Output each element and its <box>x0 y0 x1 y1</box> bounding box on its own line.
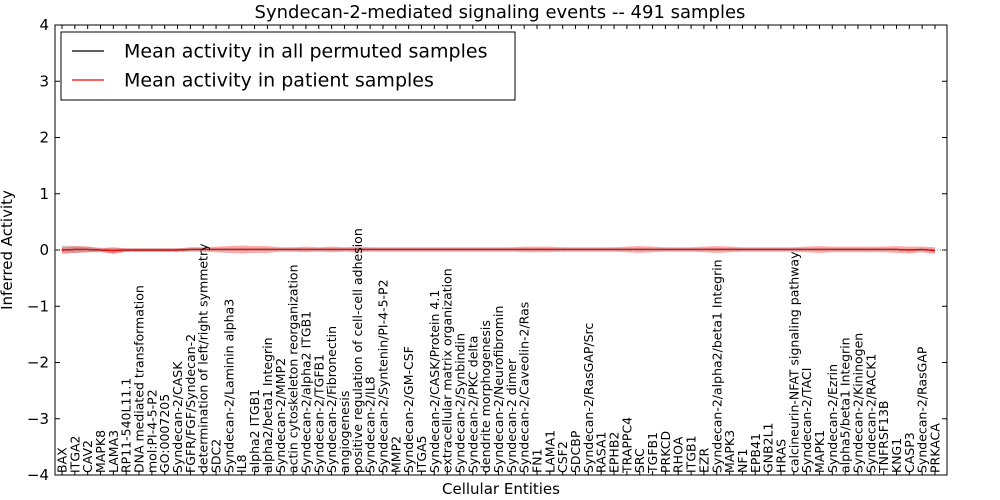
y-tick-label: −1 <box>27 297 49 315</box>
x-tick-label: MAPK3 <box>722 430 737 473</box>
x-tick-label: RASA1 <box>594 432 609 473</box>
x-tick-label: Syndecan-2/alpha2 ITGB1 <box>298 311 313 473</box>
x-tick-label: PRKCD <box>658 431 673 473</box>
x-tick-label: TRAPPC4 <box>619 417 634 474</box>
y-tick-label: −3 <box>27 410 49 428</box>
chart-title: Syndecan-2-mediated signaling events -- … <box>255 2 746 23</box>
x-tick-label: determination of left/right symmetry <box>196 243 211 473</box>
x-tick-label: SRC <box>632 448 647 473</box>
series-lines <box>61 248 936 252</box>
x-tick-label: CSF2 <box>555 441 570 473</box>
x-axis-label: Cellular Entities <box>442 480 560 498</box>
x-tick-label: TNFRSF13B <box>876 401 891 474</box>
x-tick-label: Syndecan-2/Fibronectin <box>324 326 339 473</box>
x-tick-label: LAMA3 <box>106 430 121 473</box>
x-tick-label: RHOA <box>671 436 686 473</box>
y-tick-label: 0 <box>39 241 49 259</box>
x-tick-label: dendrite morphogenesis <box>478 320 493 473</box>
x-tick-label: HRAS <box>773 439 788 473</box>
x-tick-label: MAPK8 <box>93 430 108 473</box>
x-tick-label: DNA mediated transformation <box>132 285 147 473</box>
x-tick-label: EPHB2 <box>607 432 622 473</box>
x-tick-label: Syndecan-2/Synbindin <box>452 333 467 473</box>
x-tick-label: Syndecan-2/CASK/Protein 4.1 <box>427 290 442 473</box>
x-tick-label: extracellular matrix organization <box>440 268 455 473</box>
legend-label-patient: Mean activity in patient samples <box>124 70 434 92</box>
x-tick-label: Syndecan-2/Caveolin-2/Ras <box>517 302 532 473</box>
x-tick-label: IL8 <box>234 454 249 473</box>
x-tick-label: Syndecan-2/PKC delta <box>465 336 480 473</box>
x-tick-label: actin cytoskeleton reorganization <box>286 264 301 473</box>
x-tick-label: GNB2L1 <box>761 423 776 473</box>
x-tick-label: LAMA1 <box>542 430 557 473</box>
x-tick-label: FN1 <box>530 449 545 474</box>
y-tick-label: 3 <box>39 72 49 90</box>
x-tick-label: alpha2/beta1 Integrin <box>260 337 275 473</box>
legend: Mean activity in all permuted samples Me… <box>60 31 516 101</box>
x-tick-label: Syndecan-2/IL8 <box>363 376 378 473</box>
legend-label-permuted: Mean activity in all permuted samples <box>124 41 487 63</box>
x-tick-label: FGFR/FGF/Syndecan-2 <box>183 334 198 473</box>
x-tick-label: calcineurin-NFAT signaling pathway <box>786 251 801 473</box>
x-tick-label: Syndecan-2/MMP2 <box>273 358 288 473</box>
y-axis: −4 −3 −2 −1 0 1 2 3 4 <box>27 16 947 484</box>
x-tick-label: Syndecan-2/TACI <box>799 368 814 473</box>
y-tick-label: 2 <box>39 129 49 147</box>
x-tick-label: RP11-540L11.1 <box>119 378 134 473</box>
y-tick-label: −2 <box>27 354 49 372</box>
x-tick-label: ITGB1 <box>684 435 699 473</box>
x-tick-label: Syndecan-2/GM-CSF <box>401 346 416 473</box>
x-tick-label: Syndecan-2/RasGAP/Src <box>581 323 596 473</box>
x-tick-label: MAPK1 <box>812 430 827 473</box>
x-tick-label: EZR <box>696 448 711 473</box>
x-tick-label: Syndecan-2/CASK <box>170 361 185 473</box>
x-tick-label: EPB41 <box>748 433 763 473</box>
x-tick-label: Syndecan-2/Syntenin/PI-4-5-P2 <box>375 279 390 473</box>
x-tick-label: KNG1 <box>889 438 904 473</box>
y-tick-label: −4 <box>27 466 49 484</box>
x-tick-label: mol:PI-4-5-P2 <box>144 389 159 473</box>
x-tick-label: Syndecan-2/TGFB1 <box>311 354 326 473</box>
x-tick-label: angiogenesis <box>337 391 352 473</box>
x-tick-label: MMP2 <box>388 436 403 473</box>
x-tick-label: Syndecan-2/Neurofibromin <box>491 306 506 473</box>
x-tick-label: SDC2 <box>209 439 224 473</box>
x-tick-label: Syndecan-2/alpha2/beta1 Integrin <box>709 259 724 473</box>
y-tick-label: 4 <box>39 16 49 34</box>
x-tick-label: ITGA2 <box>67 435 82 473</box>
x-tick-label: alpha5/beta1 Integrin <box>838 337 853 473</box>
y-tick-label: 1 <box>39 185 49 203</box>
x-tick-label: BAX <box>55 447 70 473</box>
x-tick-label: PRKACA <box>928 423 943 473</box>
y-axis-label: Inferred Activity <box>0 190 16 310</box>
x-tick-label: Syndecan-2/Laminin alpha3 <box>221 299 236 473</box>
x-tick-label: Syndecan-2/Kininogen <box>850 333 865 473</box>
legend-frame <box>60 31 516 101</box>
x-tick-label: ITGA5 <box>414 435 429 473</box>
x-tick-label: NF1 <box>735 449 750 474</box>
x-tick-label: CASP3 <box>902 432 917 473</box>
x-tick-label: SDCBP <box>568 430 583 473</box>
x-tick-label: alpha2 ITGB1 <box>247 389 262 473</box>
line-patient <box>61 248 936 252</box>
x-tick-label: TGFB1 <box>645 432 660 474</box>
x-tick-label: positive regulation of cell-cell adhesio… <box>350 228 365 473</box>
x-tick-label: Syndecan-2 dimer <box>504 358 519 473</box>
x-tick-label: Syndecan-2/RACK1 <box>863 354 878 473</box>
x-tick-label: GO:0007205 <box>157 394 172 473</box>
x-tick-label: Syndecan-2/RasGAP <box>915 346 930 473</box>
x-tick-label: CAV2 <box>80 440 95 473</box>
x-tick-label: Syndecan-2/Ezrin <box>825 364 840 473</box>
